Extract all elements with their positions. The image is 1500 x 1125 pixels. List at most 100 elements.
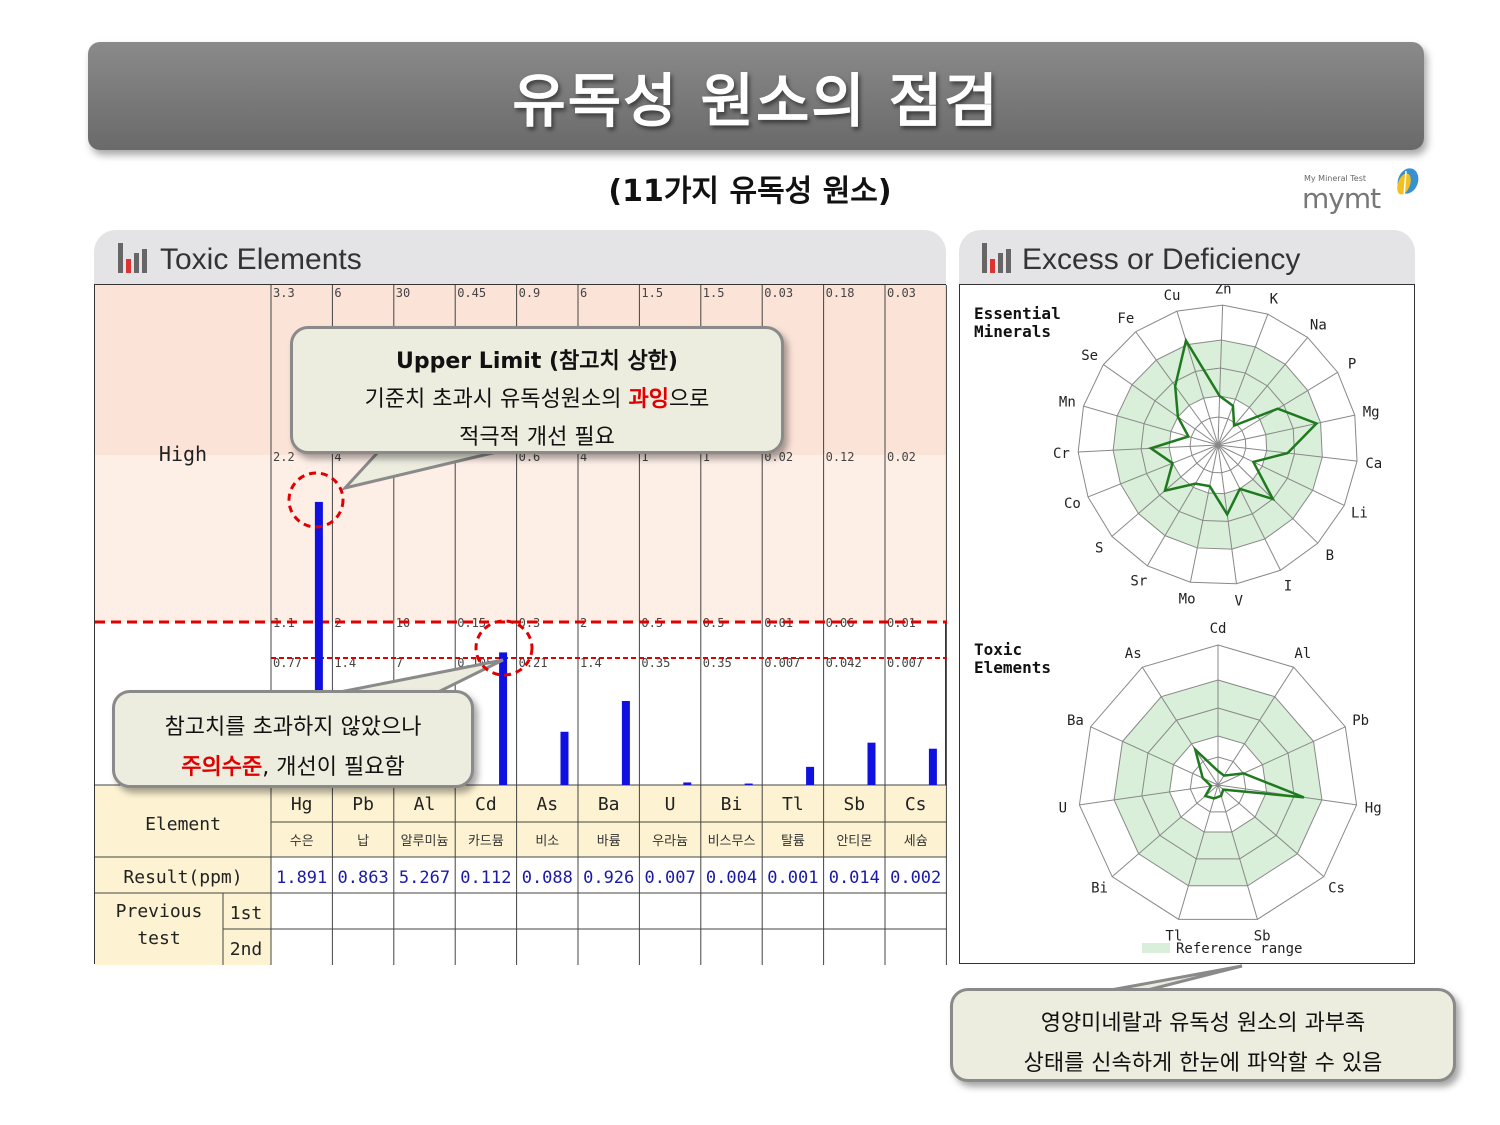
element-korean-Hg: 수은: [290, 834, 314, 849]
essential-axis-label-Se: Se: [1081, 348, 1098, 364]
essential-grid-ring: [1189, 416, 1247, 474]
legend-label: Reference range: [1176, 941, 1302, 957]
essential-axis-B: [1217, 444, 1319, 544]
essential-axis-label-I: I: [1284, 578, 1292, 594]
toxic-axis-label-Bi: Bi: [1091, 881, 1108, 897]
result-value-Sb: 0.014: [829, 868, 880, 888]
highlight-circle: [287, 471, 345, 529]
toxic-axis-As: [1141, 666, 1219, 786]
essential-label: Essential: [974, 304, 1061, 323]
bar-U: [683, 782, 692, 785]
excess-deficiency-panel-title: Excess or Deficiency: [1022, 243, 1301, 276]
legend-swatch: [1142, 943, 1170, 953]
caution-emphasis: 주의수준: [181, 755, 263, 780]
toxic-axis-label-Cs: Cs: [1328, 881, 1345, 897]
toxic-axis-Ba: [1090, 726, 1219, 786]
essential-axis-label-Cu: Cu: [1164, 288, 1181, 304]
toxic-axis-label-Cd: Cd: [1210, 621, 1227, 637]
upper-limit-text-end: 으로: [668, 387, 710, 412]
bar-As: [560, 731, 569, 785]
essential-axis-label-S: S: [1095, 540, 1103, 556]
page-title: 유독성 원소의 점검: [512, 67, 1000, 135]
essential-grid-ring: [1140, 367, 1295, 522]
caution-callout-line1: 참고치를 초과하지 않았으나: [164, 715, 422, 740]
element-symbol-Tl: Tl: [782, 794, 804, 815]
caution-callout-line2: 주의수준, 개선이 필요함: [115, 749, 471, 781]
element-symbol-Hg: Hg: [291, 794, 313, 815]
element-korean-Sb: 안티몬: [836, 834, 872, 849]
toxic-axis-U: [1079, 784, 1219, 806]
result-header-cell: [95, 857, 271, 893]
toxic-axis-Sb: [1217, 784, 1258, 920]
essential-axis-label-V: V: [1234, 593, 1243, 609]
element-korean-Cs: 세슘: [904, 834, 928, 849]
essential-axis-label-Ca: Ca: [1365, 456, 1382, 472]
excess-deficiency-chart: Zn K Na P Mg Ca Li B I V Mo Sr S Co Cr Mn Se Fe Cu Essentia…: [959, 281, 1415, 964]
toxic-grid-ring: [1168, 735, 1268, 833]
toxic-axis-Pb: [1217, 726, 1346, 786]
row-label-result: Result(ppm): [123, 867, 242, 888]
essential-axis-Mo: [1189, 444, 1219, 583]
essential-series-line: [1148, 337, 1319, 517]
toxic-elements-panel-title: Toxic Elements: [160, 243, 362, 276]
element-korean-Pb: 납: [357, 834, 369, 849]
essential-axis-label-Fe: Fe: [1117, 311, 1134, 327]
toxic-grid-ring: [1113, 679, 1323, 887]
bar-Cd: [499, 652, 508, 785]
essential-axis-label-Na: Na: [1310, 318, 1327, 334]
tick-label-Cd: 0.45: [457, 286, 486, 300]
caution-text: , 개선이 필요함: [262, 755, 405, 780]
title-banner: 유독성 원소의 점검: [88, 42, 1424, 150]
element-korean-Bi: 비스무스: [708, 834, 756, 849]
tick-label-Pb: 6: [334, 286, 341, 300]
tick-label-Ba: 6: [580, 286, 587, 300]
tick-label-As: 0.9: [519, 286, 541, 300]
tick-label-Tl: 0.02: [764, 450, 793, 464]
element-symbol-Pb: Pb: [352, 794, 374, 815]
toxic-axis-label-Al: Al: [1294, 646, 1311, 662]
mymt-logo: My Mineral Test mymt: [1300, 162, 1426, 216]
element-symbol-Bi: Bi: [721, 794, 743, 815]
toxic-grid-ring: [1189, 756, 1247, 813]
element-korean-Cd: 카드뮴: [468, 834, 504, 849]
tick-label-Ba: 1.4: [580, 656, 602, 670]
element-korean-Ba: 바륨: [597, 834, 621, 849]
result-value-U: 0.007: [645, 868, 696, 888]
row-label-previous-2: test: [137, 928, 180, 949]
row-label-element: Element: [145, 814, 221, 835]
summary-callout: 영양미네랄과 유독성 원소의 과부족 상태를 신속하게 한눈에 파악할 수 있음: [950, 988, 1456, 1082]
tick-label-Bi: 0.35: [703, 656, 732, 670]
result-value-Hg: 1.891: [276, 868, 327, 888]
result-value-Tl: 0.001: [767, 868, 818, 888]
tick-label-Pb: 4: [334, 450, 341, 464]
essential-axis-Li: [1217, 444, 1345, 506]
element-symbol-Al: Al: [414, 794, 436, 815]
bar-Cs: [928, 748, 937, 785]
tick-label-Al: 7: [396, 656, 403, 670]
essential-axis-Mg: [1217, 414, 1355, 446]
summary-callout-line2: 상태를 신속하게 한눈에 파악할 수 있음: [1023, 1051, 1383, 1076]
bar-Ba: [621, 700, 630, 785]
tick-label-Bi: 0.5: [703, 616, 725, 630]
bar-Sb: [867, 742, 876, 785]
tick-label-Hg: 2.2: [273, 450, 295, 464]
logo-wordmark: mymt: [1302, 182, 1381, 215]
essential-axis-label-K: K: [1270, 291, 1279, 307]
excess-emphasis: 과잉: [628, 387, 669, 412]
toxic-axis-label-Ba: Ba: [1067, 713, 1084, 729]
tick-label-Sb: 0.12: [826, 450, 855, 464]
essential-axis-Mn: [1083, 405, 1219, 446]
essential-axis-label-Cr: Cr: [1053, 446, 1070, 462]
bar-Tl: [806, 766, 815, 785]
essential-axis-Cu: [1176, 311, 1219, 446]
essential-label: Minerals: [974, 322, 1051, 341]
toxic-series-line: [1192, 745, 1305, 800]
tick-label-U: 1.5: [641, 286, 663, 300]
element-symbol-U: U: [665, 794, 676, 815]
page-subtitle: (11가지 유독성 원소): [608, 174, 892, 209]
tick-label-Cs: 0.03: [887, 286, 916, 300]
essential-axis-Se: [1103, 364, 1219, 446]
toxic-grid-ring: [1141, 707, 1295, 860]
